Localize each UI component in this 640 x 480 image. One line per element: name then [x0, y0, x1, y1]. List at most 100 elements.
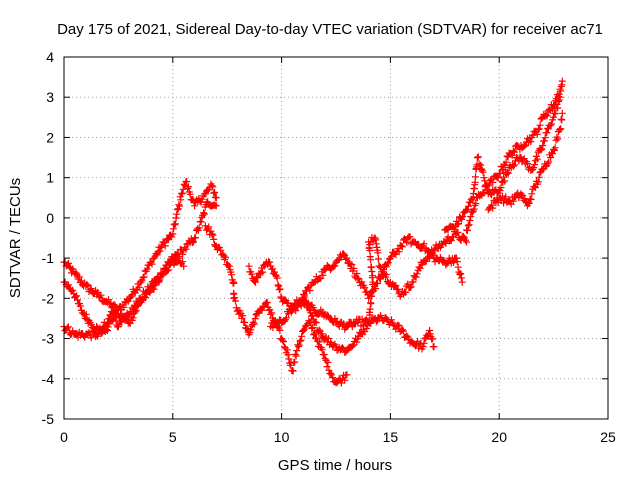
data-point-plus-marker [327, 369, 335, 377]
data-point-plus-marker [69, 286, 77, 294]
data-point-plus-marker [550, 146, 558, 153]
data-point-plus-marker [479, 168, 487, 176]
data-point-plus-marker [488, 201, 496, 209]
data-point-plus-marker [367, 263, 375, 271]
data-point-plus-marker [348, 261, 356, 268]
data-point-plus-marker [350, 264, 358, 272]
data-point-plus-marker [73, 292, 81, 300]
data-points [60, 77, 566, 387]
data-point-plus-marker [535, 125, 543, 133]
data-point-plus-marker [169, 230, 177, 238]
data-point-plus-marker [87, 285, 95, 293]
data-point-plus-marker [315, 326, 323, 334]
data-point-plus-marker [239, 312, 247, 320]
data-point-plus-marker [179, 258, 187, 266]
data-point-plus-marker [284, 351, 292, 359]
data-point-plus-marker [353, 338, 361, 346]
data-point-plus-marker [129, 314, 137, 322]
data-point-plus-marker [195, 224, 203, 232]
data-point-plus-marker [268, 309, 276, 317]
data-point-plus-marker [372, 285, 380, 293]
x-tick-label: 10 [274, 429, 290, 445]
data-point-plus-marker [309, 324, 317, 332]
data-point-plus-marker [241, 319, 249, 326]
data-point-plus-marker [416, 264, 424, 272]
data-point-plus-marker [164, 266, 172, 274]
data-point-plus-marker [178, 189, 186, 197]
data-point-plus-marker [289, 367, 297, 375]
data-point-plus-marker [87, 334, 95, 342]
data-point-plus-marker [538, 145, 546, 153]
data-point-plus-marker [500, 199, 508, 207]
data-point-plus-marker [384, 259, 392, 267]
data-point-plus-marker [64, 281, 72, 289]
data-point-plus-marker [281, 296, 289, 304]
data-point-plus-marker [274, 281, 282, 289]
data-point-plus-marker [163, 267, 171, 275]
data-point-plus-marker [459, 213, 467, 221]
data-point-plus-marker [464, 205, 471, 213]
data-point-plus-marker [138, 294, 146, 302]
data-point-plus-marker [143, 265, 151, 273]
data-point-plus-marker [210, 235, 218, 243]
data-point-plus-marker [467, 213, 475, 220]
x-tick-label: 15 [383, 429, 399, 445]
data-point-plus-marker [402, 288, 410, 296]
data-point-plus-marker [558, 116, 566, 124]
data-point-plus-marker [344, 322, 352, 330]
data-point-plus-marker [64, 259, 72, 267]
data-point-plus-marker [177, 196, 185, 204]
data-point-plus-marker [161, 242, 169, 250]
data-point-plus-marker [300, 325, 308, 333]
y-tick-label: -5 [42, 411, 55, 427]
data-point-plus-marker [428, 250, 436, 258]
data-point-plus-marker [557, 125, 565, 133]
data-point-plus-marker [430, 246, 438, 254]
data-point-plus-marker [75, 273, 83, 281]
data-point-plus-marker [406, 233, 414, 241]
data-point-plus-marker [487, 190, 494, 198]
data-point-plus-marker [341, 376, 349, 384]
y-tick-label: 2 [46, 129, 54, 145]
data-point-plus-marker [276, 326, 284, 334]
data-point-plus-marker [533, 155, 541, 163]
data-point-plus-marker [545, 158, 553, 166]
data-point-plus-marker [200, 209, 207, 217]
data-point-plus-marker [334, 256, 342, 264]
data-point-plus-marker [510, 148, 518, 156]
data-point-plus-marker [451, 225, 459, 233]
data-point-plus-marker [124, 297, 132, 305]
data-point-plus-marker [266, 258, 274, 266]
data-point-plus-marker [409, 278, 417, 286]
plot-frame [63, 56, 609, 420]
data-point-plus-marker [463, 227, 471, 234]
data-point-plus-marker [331, 262, 339, 270]
data-point-plus-marker [315, 338, 323, 346]
data-point-plus-marker [279, 336, 286, 344]
data-point-plus-marker [324, 358, 332, 366]
data-point-plus-marker [457, 270, 465, 278]
data-point-plus-marker [276, 285, 284, 293]
data-point-plus-marker [466, 217, 474, 224]
data-point-plus-marker [217, 246, 225, 254]
data-point-plus-marker [470, 205, 478, 213]
data-point-plus-marker [292, 352, 300, 360]
data-point-plus-marker [489, 204, 497, 212]
data-point-plus-marker [295, 343, 302, 350]
data-point-plus-marker [252, 278, 259, 286]
data-point-plus-marker [172, 214, 180, 222]
data-point-plus-marker [366, 305, 374, 313]
data-point-plus-marker [137, 296, 145, 304]
data-point-plus-marker [312, 319, 320, 327]
y-tick-label: -4 [42, 371, 55, 387]
data-point-plus-marker [531, 161, 539, 169]
data-point-plus-marker [510, 161, 518, 169]
data-point-plus-marker [83, 280, 91, 288]
data-point-plus-marker [131, 289, 139, 297]
data-point-plus-marker [111, 302, 119, 310]
data-point-plus-marker [539, 166, 547, 174]
data-point-plus-marker [228, 271, 236, 279]
data-point-plus-marker [251, 315, 259, 323]
data-point-plus-marker [259, 268, 267, 276]
data-point-plus-marker [502, 193, 510, 201]
